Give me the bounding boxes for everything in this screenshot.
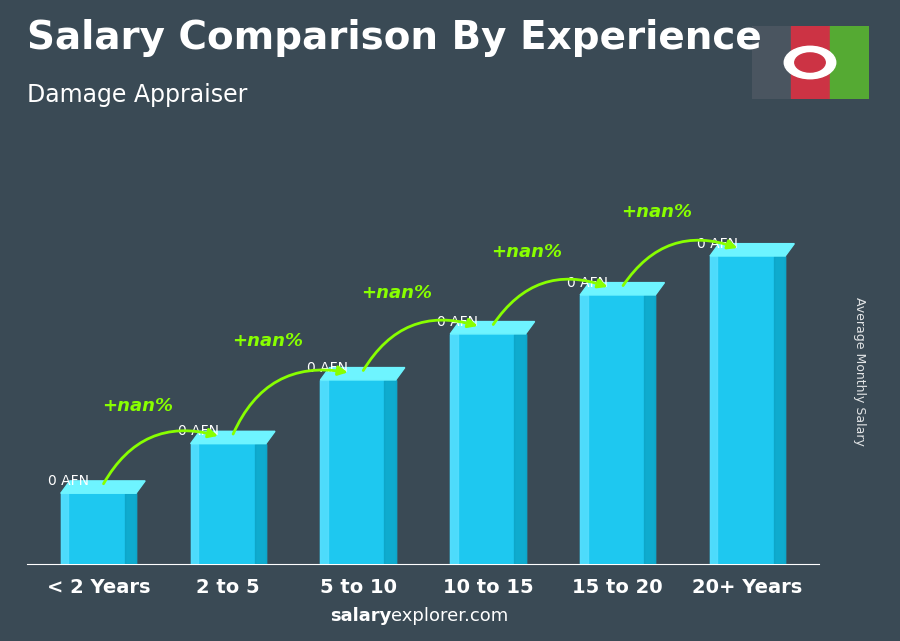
Text: 0 AFN: 0 AFN xyxy=(48,474,89,488)
Polygon shape xyxy=(61,481,145,494)
Text: +nan%: +nan% xyxy=(621,203,692,221)
Text: 0 AFN: 0 AFN xyxy=(177,424,219,438)
Bar xyxy=(774,256,785,564)
Polygon shape xyxy=(580,283,664,295)
Bar xyxy=(514,334,526,564)
Bar xyxy=(790,26,830,99)
Text: +nan%: +nan% xyxy=(102,397,173,415)
Bar xyxy=(830,26,868,99)
Bar xyxy=(191,444,266,564)
Text: Salary Comparison By Experience: Salary Comparison By Experience xyxy=(27,19,761,57)
Text: explorer.com: explorer.com xyxy=(392,607,508,625)
Polygon shape xyxy=(320,367,405,380)
Bar xyxy=(61,494,136,564)
Text: +nan%: +nan% xyxy=(362,284,433,302)
Text: 0 AFN: 0 AFN xyxy=(697,237,738,251)
Bar xyxy=(752,26,790,99)
Text: 0 AFN: 0 AFN xyxy=(567,276,608,290)
Bar xyxy=(320,380,328,564)
Text: 0 AFN: 0 AFN xyxy=(308,361,348,374)
Bar xyxy=(384,380,396,564)
Polygon shape xyxy=(191,431,275,444)
Bar xyxy=(580,295,655,564)
Polygon shape xyxy=(450,322,535,334)
Text: +nan%: +nan% xyxy=(231,332,302,350)
Bar xyxy=(255,444,266,564)
Text: salary: salary xyxy=(330,607,392,625)
Text: Average Monthly Salary: Average Monthly Salary xyxy=(853,297,866,446)
Bar xyxy=(644,295,655,564)
Polygon shape xyxy=(710,244,795,256)
Bar xyxy=(320,380,396,564)
Bar xyxy=(125,494,136,564)
Circle shape xyxy=(795,53,825,72)
Bar xyxy=(191,444,198,564)
Circle shape xyxy=(784,46,836,79)
Text: Damage Appraiser: Damage Appraiser xyxy=(27,83,248,107)
Text: 0 AFN: 0 AFN xyxy=(437,315,478,329)
Bar xyxy=(580,295,588,564)
Bar xyxy=(450,334,458,564)
Text: +nan%: +nan% xyxy=(491,244,562,262)
Bar xyxy=(710,256,785,564)
Bar xyxy=(61,494,68,564)
Bar xyxy=(450,334,526,564)
Bar xyxy=(710,256,717,564)
